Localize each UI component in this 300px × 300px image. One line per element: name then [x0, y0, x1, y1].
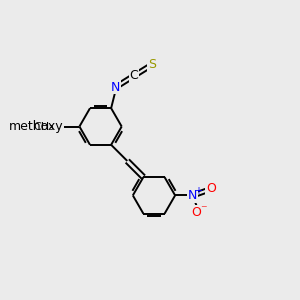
- Text: O: O: [192, 206, 202, 219]
- Text: +: +: [194, 186, 202, 196]
- Text: N: N: [188, 189, 197, 202]
- Text: O: O: [206, 182, 216, 196]
- Text: O: O: [45, 120, 55, 133]
- Text: C: C: [129, 69, 138, 82]
- Text: methoxy: methoxy: [9, 120, 64, 133]
- Text: N: N: [111, 81, 120, 94]
- Text: S: S: [148, 58, 156, 71]
- Text: CH₃: CH₃: [33, 122, 54, 131]
- Text: ⁻: ⁻: [200, 204, 207, 217]
